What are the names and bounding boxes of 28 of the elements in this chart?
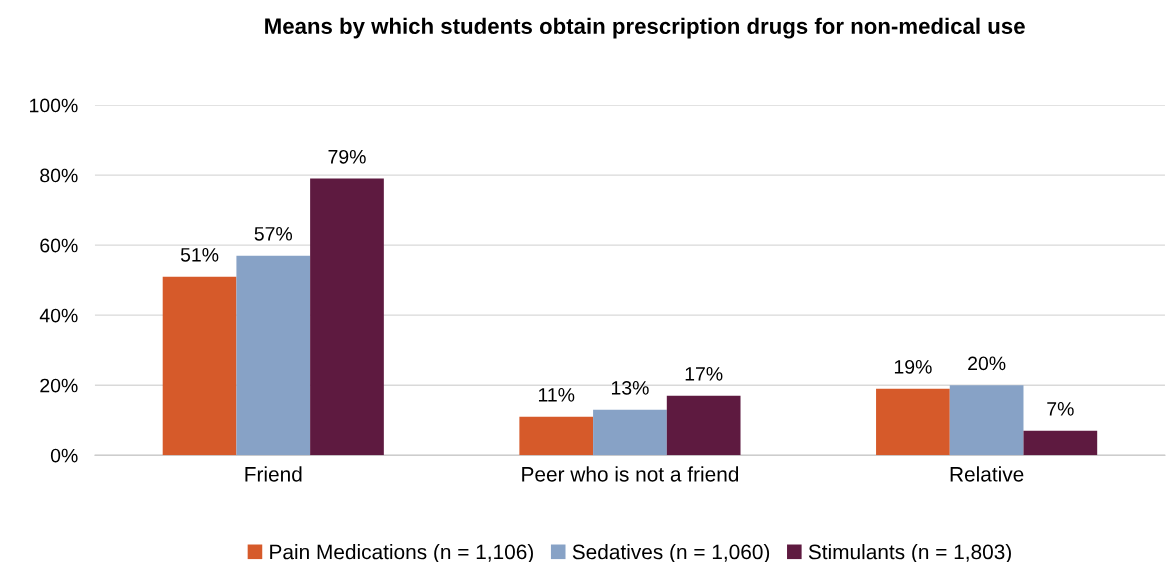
text: 51% bbox=[180, 248, 219, 262]
y-tick-label: 60% bbox=[40, 238, 78, 253]
y-tick-label: 80% bbox=[40, 168, 78, 183]
text: 7% bbox=[1047, 402, 1074, 416]
text: 13% bbox=[611, 380, 649, 395]
text: 11% bbox=[538, 388, 575, 402]
bar bbox=[310, 178, 384, 456]
x-tick-label: Peer who is not a friend bbox=[522, 466, 739, 482]
bar bbox=[236, 255, 311, 456]
y-tick-label: 100% bbox=[30, 98, 78, 113]
bar bbox=[666, 395, 741, 456]
y-tick-label: 20% bbox=[40, 378, 78, 393]
text: 57% bbox=[254, 227, 293, 241]
x-tick-label: Friend bbox=[245, 466, 302, 482]
x-tick-label: Relative bbox=[950, 466, 1024, 482]
bar bbox=[519, 416, 594, 456]
text: 17% bbox=[685, 367, 723, 381]
bar bbox=[593, 409, 667, 456]
bar bbox=[949, 385, 1024, 456]
chart-title: Means by which students obtain prescription drugs for non-medical use bbox=[265, 17, 1025, 39]
text: 20% bbox=[968, 356, 1006, 371]
bar bbox=[1023, 430, 1098, 456]
text: 79% bbox=[328, 149, 366, 164]
y-tick-label: 40% bbox=[39, 308, 78, 323]
y-tick-label: 0% bbox=[50, 448, 78, 463]
bar bbox=[162, 276, 237, 456]
text: 19% bbox=[894, 359, 932, 374]
bar bbox=[876, 388, 950, 456]
